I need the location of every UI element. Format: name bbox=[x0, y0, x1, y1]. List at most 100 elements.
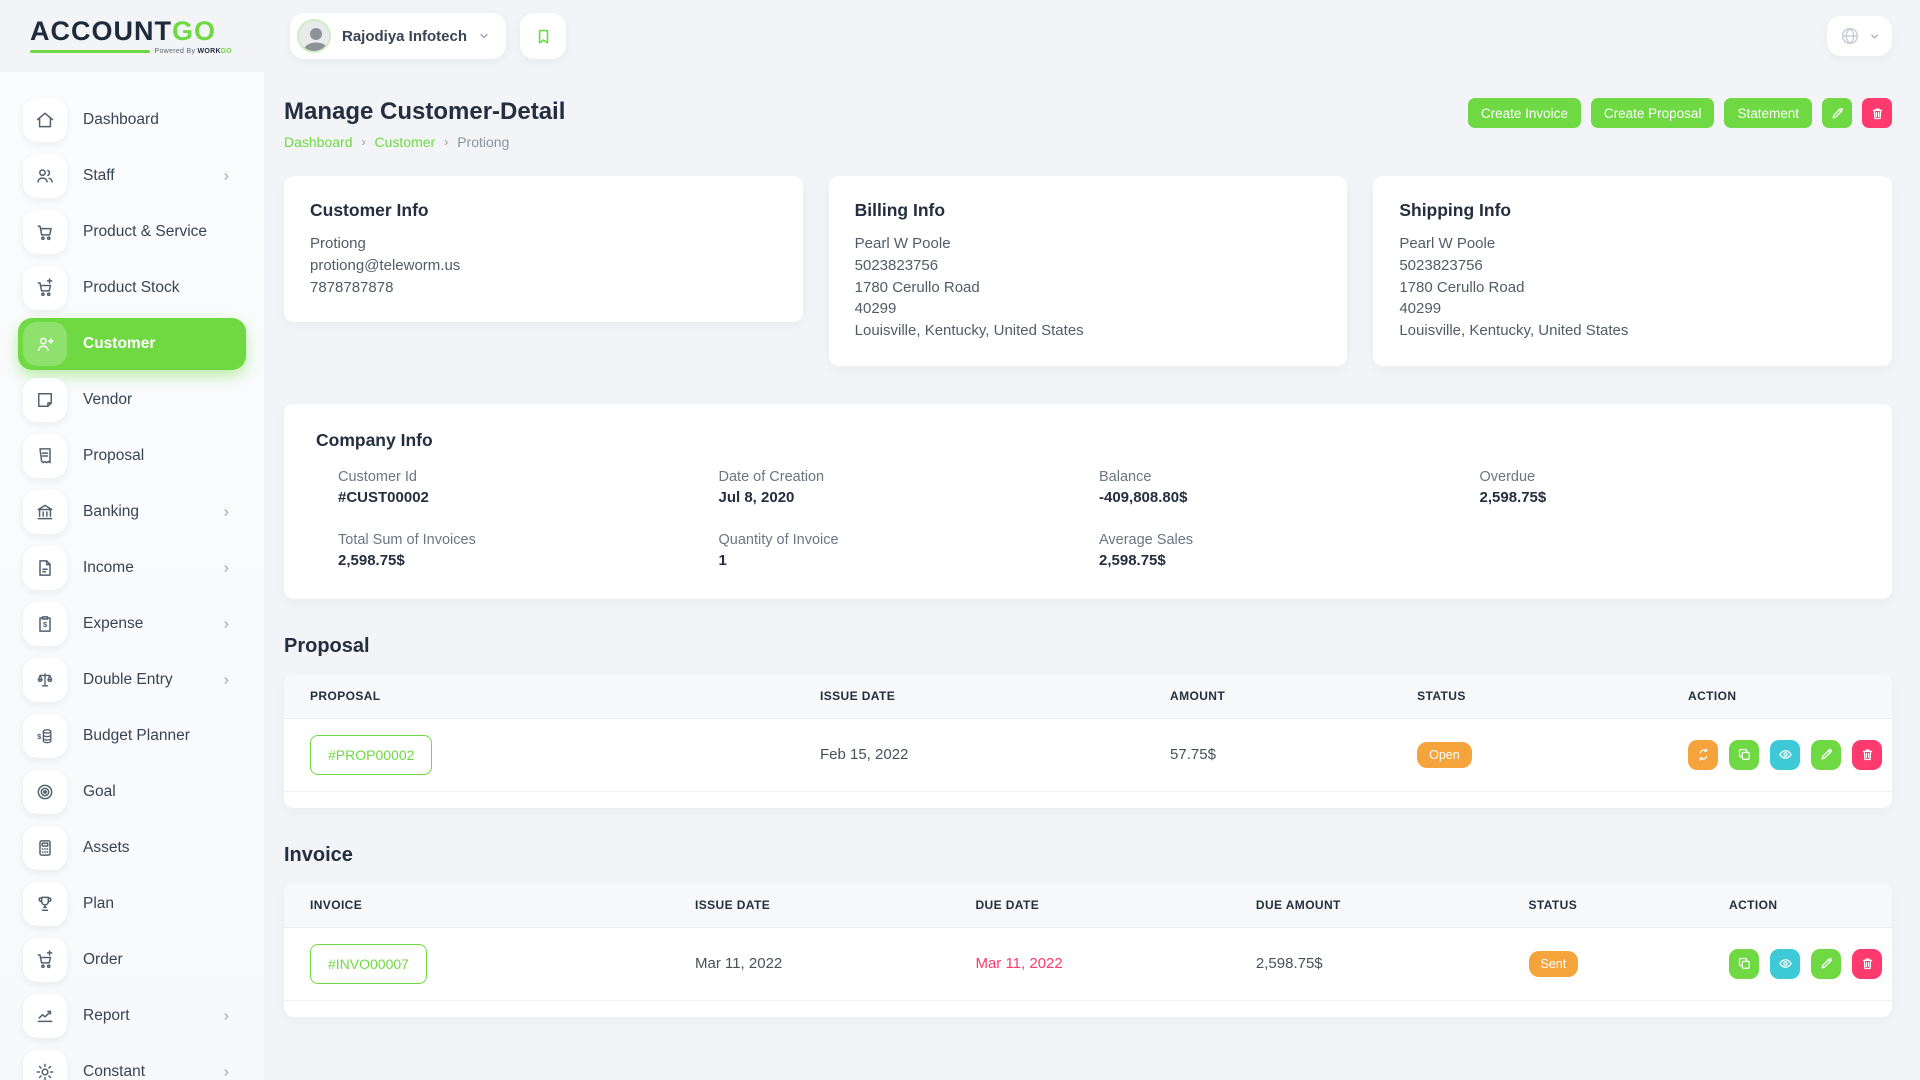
delete-invoice-button[interactable] bbox=[1852, 948, 1882, 979]
user-plus-icon bbox=[23, 322, 67, 366]
view-invoice-button[interactable] bbox=[1770, 948, 1800, 979]
sidebar-item-vendor[interactable]: Vendor bbox=[18, 374, 246, 426]
proposal-amount: 57.75$ bbox=[1160, 718, 1408, 792]
sidebar-item-order[interactable]: Order bbox=[18, 934, 246, 986]
column-header: ISSUE DATE bbox=[684, 882, 966, 928]
cart-icon bbox=[23, 210, 67, 254]
sidebar-item-assets[interactable]: Assets bbox=[18, 822, 246, 874]
sidebar-label: Vendor bbox=[83, 391, 133, 408]
workspace-switcher[interactable]: Rajodiya Infotech bbox=[290, 13, 507, 59]
sidebar-label: Banking bbox=[83, 503, 140, 520]
proposal-id-link[interactable]: #PROP00002 bbox=[310, 734, 433, 775]
sidebar-item-staff[interactable]: Staff bbox=[18, 150, 246, 202]
clipboard-dollar-icon: $ bbox=[23, 602, 67, 646]
duplicate-proposal-button[interactable] bbox=[1729, 739, 1759, 770]
chevron-right-icon bbox=[224, 1012, 229, 1020]
pencil-icon bbox=[1821, 749, 1832, 760]
breadcrumb-separator: › bbox=[361, 135, 366, 149]
chevron-right-icon bbox=[224, 676, 229, 684]
shipping-info-card: Shipping Info Pearl W Poole 5023823756 1… bbox=[1373, 176, 1892, 366]
edit-customer-button[interactable] bbox=[1822, 98, 1852, 128]
delete-customer-button[interactable] bbox=[1862, 98, 1892, 128]
customer-email: protiong@teleworm.us bbox=[310, 256, 461, 274]
proposal-actions bbox=[1688, 739, 1882, 770]
column-header: ACTION bbox=[1678, 673, 1892, 719]
invoice-section-heading: Invoice bbox=[284, 843, 353, 866]
language-selector[interactable] bbox=[1827, 16, 1892, 56]
sidebar-item-customer[interactable]: Customer bbox=[18, 318, 246, 370]
create-proposal-button[interactable]: Create Proposal bbox=[1590, 98, 1715, 128]
logo-tagline: Powered By WORKDO bbox=[30, 48, 232, 55]
edit-proposal-button[interactable] bbox=[1811, 739, 1841, 770]
topbar: ACCOUNTGO Powered By WORKDO Rajodiya Inf… bbox=[0, 0, 1920, 72]
breadcrumb-dashboard[interactable]: Dashboard bbox=[284, 134, 353, 150]
proposal-issue-date: Feb 15, 2022 bbox=[809, 718, 1161, 792]
invoice-table: INVOICE ISSUE DATE DUE DATE DUE AMOUNT S… bbox=[284, 882, 1892, 1017]
receipt-icon bbox=[23, 434, 67, 478]
company-info-card: Company Info Customer Id #CUST00002 Date… bbox=[284, 403, 1892, 599]
customer-info-card: Customer Info Protiong protiong@teleworm… bbox=[284, 176, 803, 323]
billing-phone: 5023823756 bbox=[854, 256, 939, 274]
shipping-name: Pearl W Poole bbox=[1399, 235, 1496, 252]
create-invoice-button[interactable]: Create Invoice bbox=[1467, 98, 1581, 128]
sidebar-item-dashboard[interactable]: Dashboard bbox=[18, 94, 246, 146]
sidebar-item-budget-planner[interactable]: $ Budget Planner bbox=[18, 710, 246, 762]
calculator-icon bbox=[23, 826, 67, 870]
bookmark-button[interactable] bbox=[520, 13, 567, 59]
sidebar-item-expense[interactable]: $ Expense bbox=[18, 598, 246, 650]
field-total-sum-of-invoices: Total Sum of Invoices 2,598.75$ bbox=[338, 531, 476, 569]
cart-plus-icon bbox=[23, 266, 67, 310]
chevron-right-icon bbox=[224, 508, 229, 516]
invoice-id-link[interactable]: #INVO00007 bbox=[310, 943, 427, 984]
column-header: PROPOSAL bbox=[284, 673, 810, 719]
sidebar-label: Double Entry bbox=[83, 671, 173, 688]
field-date-of-creation: Date of Creation Jul 8, 2020 bbox=[718, 468, 825, 506]
sidebar-label: Budget Planner bbox=[83, 727, 190, 744]
sidebar-label: Expense bbox=[83, 615, 144, 632]
logo-text-right: GO bbox=[172, 15, 217, 46]
sidebar-item-report[interactable]: Report bbox=[18, 990, 246, 1042]
shipping-street: 1780 Cerullo Road bbox=[1399, 278, 1525, 296]
billing-street: 1780 Cerullo Road bbox=[854, 278, 980, 296]
sidebar-item-proposal[interactable]: Proposal bbox=[18, 430, 246, 482]
sidebar-item-product-service[interactable]: Product & Service bbox=[18, 206, 246, 258]
edit-invoice-button[interactable] bbox=[1811, 948, 1841, 979]
sidebar-item-plan[interactable]: Plan bbox=[18, 878, 246, 930]
cart-plus-icon bbox=[23, 938, 67, 982]
sidebar-item-goal[interactable]: Goal bbox=[18, 766, 246, 818]
card-title: Billing Info bbox=[854, 200, 946, 220]
main-content: Manage Customer-Detail Dashboard › Custo… bbox=[264, 72, 1920, 1017]
sidebar-item-income[interactable]: Income bbox=[18, 542, 246, 594]
statement-button[interactable]: Statement bbox=[1724, 98, 1812, 128]
app-logo: ACCOUNTGO Powered By WORKDO bbox=[30, 15, 290, 55]
scale-icon bbox=[23, 658, 67, 702]
column-header: INVOICE bbox=[284, 882, 685, 928]
sidebar-item-banking[interactable]: Banking bbox=[18, 486, 246, 538]
sidebar-label: Goal bbox=[83, 783, 116, 800]
sidebar-label: Constant bbox=[83, 1063, 146, 1080]
duplicate-invoice-button[interactable] bbox=[1729, 948, 1759, 979]
breadcrumb-customer[interactable]: Customer bbox=[374, 134, 436, 150]
powered-by-label: Powered By WORKDO bbox=[154, 47, 232, 55]
pencil-icon bbox=[1832, 107, 1843, 118]
sidebar-item-double-entry[interactable]: Double Entry bbox=[18, 654, 246, 706]
invoice-due-amount: 2,598.75$ bbox=[1245, 927, 1519, 1001]
shipping-phone: 5023823756 bbox=[1399, 256, 1483, 274]
chevron-down-icon bbox=[480, 33, 488, 39]
column-header: STATUS bbox=[1407, 673, 1678, 719]
sidebar-label: Customer bbox=[83, 335, 156, 352]
delete-proposal-button[interactable] bbox=[1852, 739, 1882, 770]
column-header: ACTION bbox=[1719, 882, 1892, 928]
customer-name: Protiong bbox=[310, 235, 366, 252]
customer-phone: 7878787878 bbox=[310, 278, 394, 296]
sidebar-item-constant[interactable]: Constant bbox=[18, 1046, 246, 1080]
proposal-row: #PROP00002 Feb 15, 2022 57.75$ Open bbox=[284, 718, 1892, 792]
coins-dollar-icon: $ bbox=[23, 714, 67, 758]
sidebar-item-product-stock[interactable]: Product Stock bbox=[18, 262, 246, 314]
column-header: DUE AMOUNT bbox=[1245, 882, 1519, 928]
column-header: ISSUE DATE bbox=[809, 673, 1161, 719]
breadcrumb: Dashboard › Customer › Protiong bbox=[284, 134, 565, 150]
view-proposal-button[interactable] bbox=[1770, 739, 1800, 770]
note-icon bbox=[23, 378, 67, 422]
convert-proposal-button[interactable] bbox=[1688, 739, 1718, 770]
